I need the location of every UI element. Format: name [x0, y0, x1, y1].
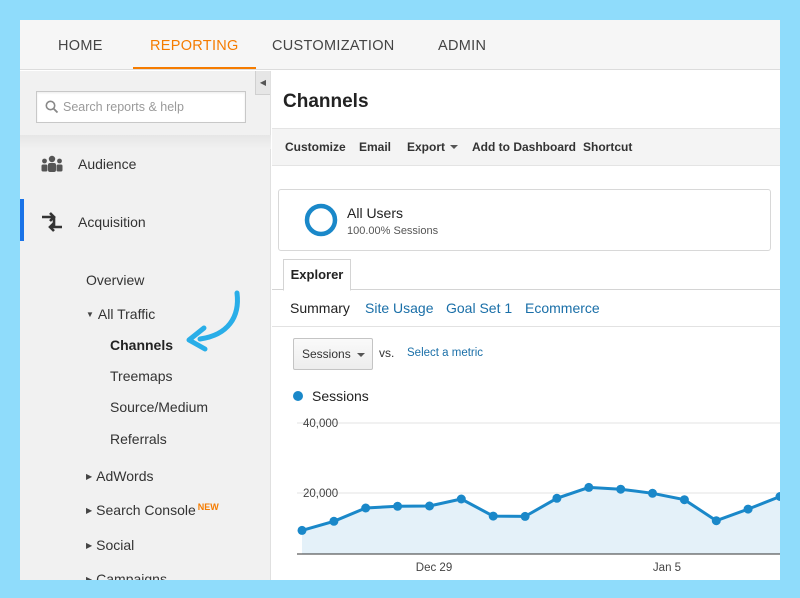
x-tick-label: Dec 29: [416, 562, 452, 574]
x-tick-label: Jan 5: [653, 562, 681, 574]
data-point[interactable]: [616, 484, 626, 494]
sidebar-item-search-console[interactable]: ▶ Search Console NEW: [86, 502, 219, 518]
sidebar-item-label: Audience: [78, 156, 137, 172]
data-point[interactable]: [520, 511, 530, 521]
sidebar-item-label: Campaigns: [96, 571, 167, 580]
data-point[interactable]: [743, 504, 753, 514]
tab-home[interactable]: HOME: [58, 38, 103, 54]
top-navigation: HOME REPORTING CUSTOMIZATION ADMIN: [20, 20, 780, 70]
sidebar-item-channels[interactable]: Channels: [110, 337, 174, 353]
export-button[interactable]: Export: [407, 129, 459, 165]
segment-card[interactable]: All Users 100.00% Sessions: [278, 189, 771, 251]
export-label: Export: [407, 140, 446, 154]
acquisition-icon: [40, 210, 64, 239]
sessions-chart: 40,000 20,000 Dec 29 Jan 5: [297, 418, 781, 574]
data-point[interactable]: [456, 494, 466, 504]
segment-title: All Users: [347, 205, 404, 221]
collapsed-triangle-icon: ▶: [86, 575, 93, 580]
data-point[interactable]: [393, 501, 403, 511]
data-point[interactable]: [679, 495, 689, 505]
customize-button[interactable]: Customize: [285, 140, 346, 154]
sidebar-item-overview[interactable]: Overview: [86, 272, 145, 288]
shortcut-button[interactable]: Shortcut: [583, 140, 633, 154]
sidebar-item-referrals[interactable]: Referrals: [110, 431, 167, 447]
sidebar-item-adwords[interactable]: ▶ AdWords: [86, 468, 153, 484]
subtab-ecommerce[interactable]: Ecommerce: [525, 300, 600, 316]
segment-donut-icon: [303, 202, 339, 243]
sidebar-item-acquisition[interactable]: Acquisition: [20, 209, 271, 243]
data-point[interactable]: [775, 492, 781, 501]
metric-select-value: Sessions: [302, 347, 351, 361]
curved-arrow-icon: [180, 289, 246, 358]
sidebar-item-label: Acquisition: [78, 214, 146, 230]
search-icon: [45, 100, 59, 119]
sidebar-item-social[interactable]: ▶ Social: [86, 537, 134, 553]
y-tick-label: 40,000: [303, 418, 338, 430]
sidebar-item-label: Search Console: [96, 502, 196, 518]
data-point[interactable]: [552, 493, 562, 503]
tab-explorer[interactable]: Explorer: [283, 259, 351, 291]
email-button[interactable]: Email: [359, 140, 392, 154]
main-content: Channels Customize Email Export Add to D…: [272, 71, 780, 580]
y-tick-label: 20,000: [303, 488, 338, 500]
subtab-goal-set-1[interactable]: Goal Set 1: [446, 300, 513, 316]
sidebar-divider: [20, 135, 271, 149]
collapsed-triangle-icon: ▶: [86, 472, 93, 481]
report-toolbar: Customize Email Export Add to Dashboard …: [272, 128, 780, 166]
sidebar-item-label: Social: [96, 537, 135, 553]
tab-admin[interactable]: ADMIN: [438, 38, 487, 54]
collapse-sidebar-button[interactable]: ◀: [255, 71, 270, 95]
sidebar-item-all-traffic[interactable]: ▼ All Traffic: [86, 306, 155, 322]
new-badge: NEW: [197, 502, 219, 512]
active-indicator: [20, 199, 24, 241]
chevron-down-icon: [450, 145, 459, 149]
legend-swatch: [293, 391, 303, 401]
tab-customization[interactable]: CUSTOMIZATION: [272, 38, 395, 54]
vs-label: vs.: [379, 346, 395, 360]
sidebar-item-source-medium[interactable]: Source/Medium: [110, 399, 209, 415]
expanded-triangle-icon: ▼: [86, 310, 94, 319]
tab-reporting[interactable]: REPORTING: [133, 20, 256, 70]
data-point[interactable]: [329, 516, 339, 526]
sidebar-item-label: AdWords: [96, 468, 154, 484]
metric-select[interactable]: Sessions: [293, 338, 373, 370]
sidebar-item-campaigns[interactable]: ▶ Campaigns: [86, 571, 167, 580]
data-point[interactable]: [488, 511, 498, 521]
data-point[interactable]: [297, 525, 307, 535]
audience-icon: [40, 154, 64, 179]
series-area-sessions: [302, 487, 780, 554]
select-metric-link[interactable]: Select a metric: [407, 347, 484, 359]
data-point[interactable]: [584, 482, 594, 492]
sidebar-item-audience[interactable]: Audience: [20, 151, 271, 185]
chevron-down-icon: [357, 353, 365, 357]
page-title: Channels: [283, 91, 369, 112]
series-line-sessions: [301, 485, 780, 532]
data-point[interactable]: [361, 503, 371, 513]
data-point[interactable]: [711, 516, 721, 526]
search-box: [36, 91, 246, 123]
collapsed-triangle-icon: ▶: [86, 506, 93, 515]
segment-subtitle: 100.00% Sessions: [347, 225, 439, 237]
chart-area-group: [297, 482, 781, 554]
collapsed-triangle-icon: ▶: [86, 541, 93, 550]
tab-divider: [272, 289, 780, 290]
sidebar-item-treemaps[interactable]: Treemaps: [110, 368, 173, 384]
app-window: HOME REPORTING CUSTOMIZATION ADMIN ◀ Aud…: [20, 20, 780, 580]
subtab-site-usage[interactable]: Site Usage: [365, 300, 434, 316]
sidebar-item-label: All Traffic: [97, 306, 156, 322]
subtab-divider: [272, 326, 780, 327]
sidebar: ◀ Audience: [20, 71, 271, 580]
legend-label: Sessions: [312, 388, 369, 404]
subtab-summary[interactable]: Summary: [290, 300, 350, 316]
search-input[interactable]: [63, 92, 243, 122]
add-to-dashboard-button[interactable]: Add to Dashboard: [472, 140, 576, 154]
data-point[interactable]: [648, 488, 657, 498]
data-point[interactable]: [425, 501, 434, 511]
